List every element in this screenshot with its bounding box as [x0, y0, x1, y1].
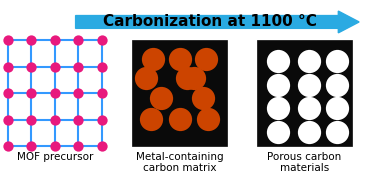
Point	[52, 118, 58, 121]
Text: Carbonization at 1100 °C: Carbonization at 1100 °C	[103, 14, 317, 29]
Point	[75, 92, 82, 95]
Point	[5, 118, 11, 121]
Point	[99, 39, 105, 42]
FancyArrow shape	[76, 11, 359, 33]
Point	[52, 65, 58, 68]
Bar	[257, 40, 352, 146]
Point	[203, 58, 209, 61]
Point	[200, 96, 206, 99]
Point	[275, 60, 281, 63]
Point	[334, 60, 340, 63]
Point	[99, 65, 105, 68]
Point	[75, 145, 82, 148]
Point	[75, 39, 82, 42]
Point	[5, 65, 11, 68]
Point	[5, 145, 11, 148]
Point	[99, 118, 105, 121]
Point	[5, 39, 11, 42]
Point	[150, 58, 156, 61]
Point	[205, 117, 211, 120]
Point	[52, 92, 58, 95]
Text: Porous carbon
materials: Porous carbon materials	[267, 152, 341, 173]
Point	[334, 83, 340, 86]
Point	[28, 92, 34, 95]
Point	[52, 39, 58, 42]
Point	[5, 92, 11, 95]
Point	[306, 107, 312, 110]
Point	[191, 77, 197, 80]
Point	[184, 77, 190, 80]
Point	[28, 145, 34, 148]
Point	[275, 107, 281, 110]
Point	[28, 65, 34, 68]
Text: Metal-containing
carbon matrix: Metal-containing carbon matrix	[136, 152, 223, 173]
Text: MOF precursor: MOF precursor	[17, 152, 93, 162]
Point	[148, 117, 154, 120]
Point	[28, 118, 34, 121]
Point	[75, 65, 82, 68]
Point	[306, 83, 312, 86]
Point	[75, 118, 82, 121]
Point	[334, 130, 340, 133]
Point	[177, 58, 183, 61]
Point	[28, 39, 34, 42]
Point	[306, 60, 312, 63]
Point	[306, 130, 312, 133]
Point	[143, 77, 149, 80]
Point	[275, 83, 281, 86]
Bar	[132, 40, 227, 146]
Point	[158, 96, 164, 99]
Point	[99, 145, 105, 148]
Point	[177, 117, 183, 120]
Point	[334, 107, 340, 110]
Point	[52, 145, 58, 148]
Point	[99, 92, 105, 95]
Point	[275, 130, 281, 133]
